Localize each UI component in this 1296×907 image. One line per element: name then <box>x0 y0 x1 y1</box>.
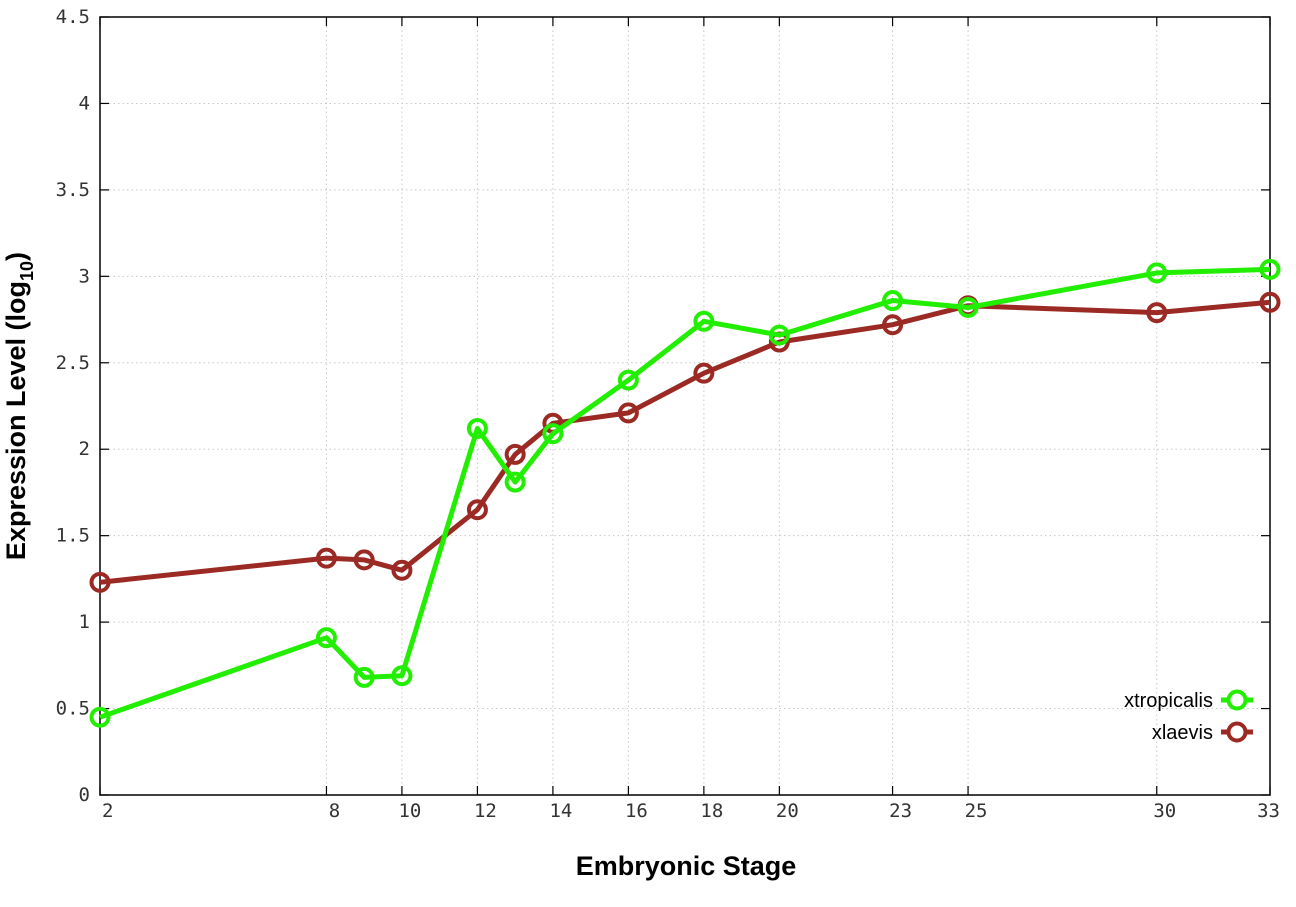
x-tick-label: 30 <box>1153 800 1176 822</box>
y-tick-label: 4 <box>79 92 90 114</box>
y-tick-label: 0 <box>79 784 90 806</box>
y-tick-label: 2.5 <box>56 352 90 374</box>
data-point <box>391 665 413 687</box>
x-tick-label: 12 <box>474 800 497 822</box>
legend-label: xtropicalis <box>1124 690 1213 712</box>
y-tick-label: 0.5 <box>56 698 90 720</box>
data-point <box>353 666 375 688</box>
x-tick-label: 16 <box>625 800 648 822</box>
data-point <box>1146 262 1168 284</box>
data-point <box>504 471 526 493</box>
y-tick-label: 3.5 <box>56 179 90 201</box>
y-axis-title-subscript: 10 <box>17 261 37 281</box>
tick-marks <box>99 16 1271 796</box>
data-point <box>466 417 488 439</box>
legend-label: xlaevis <box>1152 722 1213 744</box>
x-tick-label: 25 <box>965 800 988 822</box>
y-tick-label: 2 <box>79 438 90 460</box>
legend-swatch-marker <box>1226 689 1248 711</box>
data-point <box>89 706 111 728</box>
x-tick-label: 33 <box>1257 800 1280 822</box>
series-line <box>99 299 1271 585</box>
y-axis-title-main: Expression Level (log <box>1 281 31 560</box>
data-point <box>504 443 526 465</box>
data-point <box>466 499 488 521</box>
data-point <box>315 627 337 649</box>
x-tick-label: 18 <box>700 800 723 822</box>
series-xtropicalis <box>89 258 1281 728</box>
y-tick-label: 1.5 <box>56 525 90 547</box>
x-tick-label: 8 <box>329 800 340 822</box>
plot-frame <box>99 16 1271 796</box>
data-point <box>693 310 715 332</box>
data-point <box>391 559 413 581</box>
data-point <box>1259 258 1281 280</box>
series <box>89 258 1281 728</box>
x-tick-label: 23 <box>889 800 912 822</box>
grid <box>99 16 1271 796</box>
data-point <box>315 547 337 569</box>
data-point <box>617 369 639 391</box>
y-axis-title-close: ) <box>1 252 31 261</box>
series-line <box>99 266 1271 720</box>
data-point <box>693 362 715 384</box>
data-point <box>768 324 790 346</box>
data-point <box>882 314 904 336</box>
data-point <box>1259 291 1281 313</box>
y-tick-label: 1 <box>79 611 90 633</box>
data-point <box>542 423 564 445</box>
data-point <box>353 549 375 571</box>
x-axis-title: Embryonic Stage <box>576 851 797 881</box>
x-tick-label: 20 <box>776 800 799 822</box>
data-point <box>882 290 904 312</box>
y-tick-label: 3 <box>79 265 90 287</box>
data-point <box>617 402 639 424</box>
data-point <box>1146 302 1168 324</box>
x-tick-labels: 2 8 10 12 14 16 18 20 23 25 30 33 <box>102 800 1280 822</box>
y-tick-labels: 0 0.5 1 1.5 2 2.5 3 3.5 4 4.5 <box>56 6 90 806</box>
data-point <box>89 571 111 593</box>
x-tick-label: 10 <box>398 800 421 822</box>
legend-swatch-marker <box>1226 721 1248 743</box>
x-tick-label: 14 <box>549 800 572 822</box>
y-axis-title: Expression Level (log10) <box>1 252 37 560</box>
y-tick-label: 4.5 <box>56 6 90 28</box>
x-tick-label: 2 <box>102 800 113 822</box>
legend: xtropicalis xlaevis <box>1124 689 1253 744</box>
data-point <box>957 296 979 318</box>
series-xlaevis <box>89 291 1281 593</box>
